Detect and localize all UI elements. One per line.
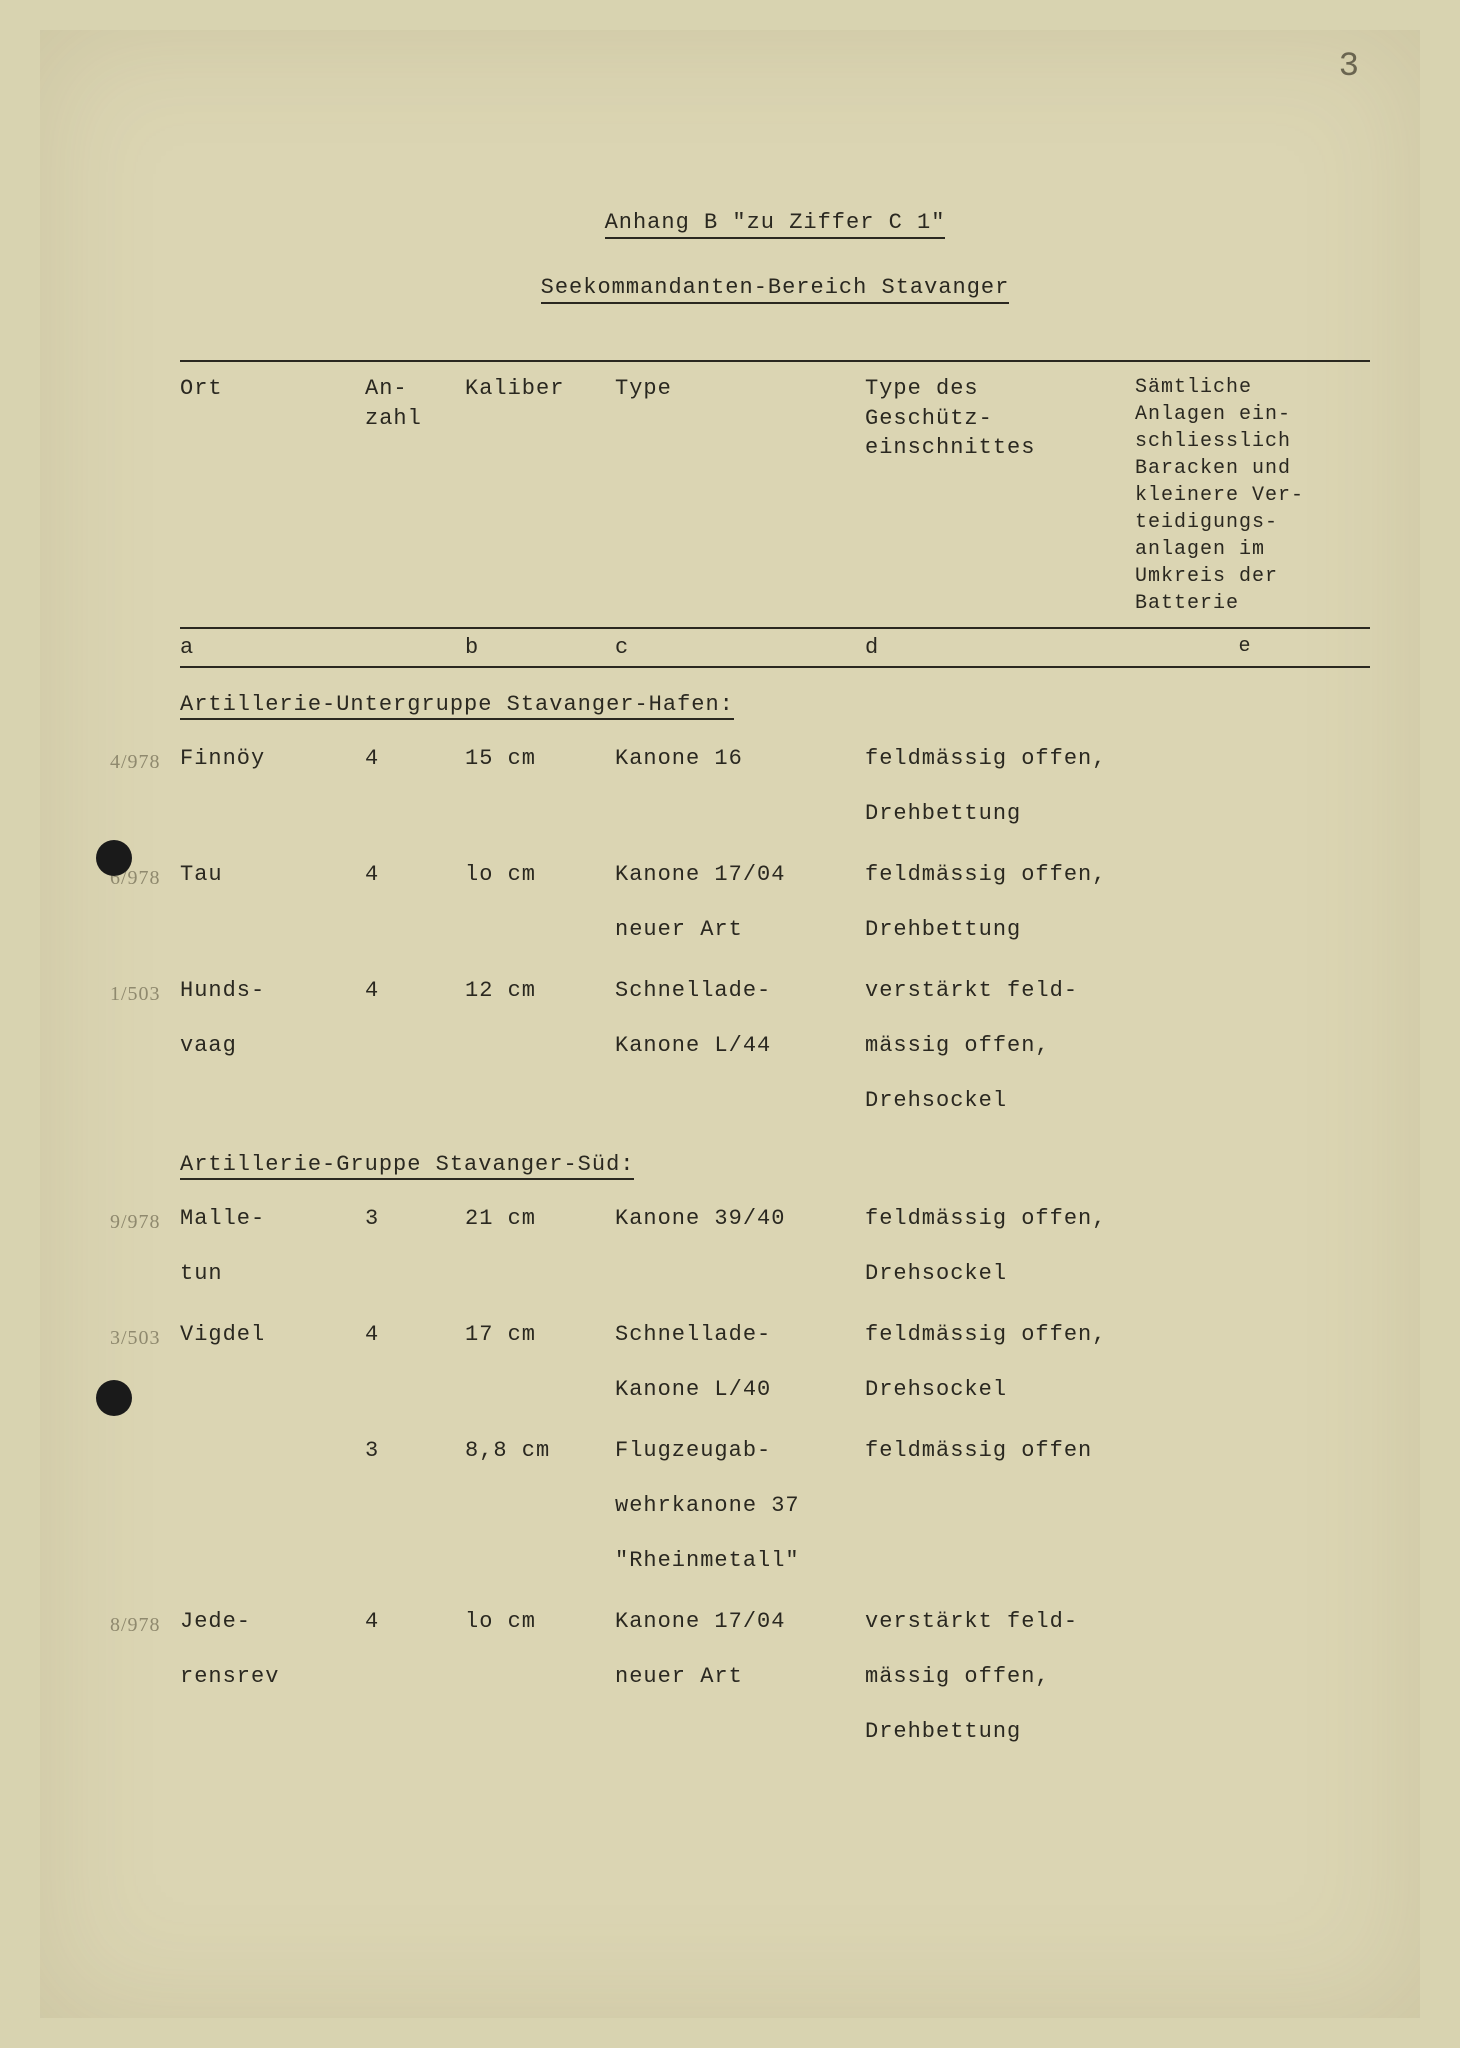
cell-anzahl: 4: [365, 1307, 465, 1362]
document-title: Anhang B "zu Ziffer C 1": [180, 210, 1370, 235]
document-page: 3 Anhang B "zu Ziffer C 1" Seekommandant…: [40, 30, 1420, 2018]
header-type-des: Type des Geschütz- einschnittes: [865, 374, 1135, 463]
margin-annotation: 9/978: [110, 1191, 180, 1247]
cell-kaliber: 12 cm: [465, 963, 615, 1018]
cell-kaliber: 8,8 cm: [465, 1423, 615, 1478]
col-letter-d: d: [865, 635, 1135, 660]
table-row: 1/503Hunds- vaag412 cmSchnellade- Kanone…: [110, 963, 1370, 1128]
cell-type: Kanone 16: [615, 731, 865, 786]
cell-anzahl: 4: [365, 731, 465, 786]
col-letter-a: a: [180, 635, 365, 660]
header-anlagen: Sämtliche Anlagen ein- schliesslich Bara…: [1135, 374, 1355, 617]
margin-annotation: 1/503: [110, 963, 180, 1019]
punch-hole-icon: [96, 840, 132, 876]
header-rule-block: Ort An- zahl Kaliber Type Type des Gesch…: [180, 360, 1370, 668]
header-type: Type: [615, 374, 865, 404]
table-header-row: Ort An- zahl Kaliber Type Type des Gesch…: [180, 374, 1370, 617]
rule-line: [180, 666, 1370, 668]
page-number: 3: [1339, 48, 1360, 86]
cell-anzahl: 3: [365, 1191, 465, 1246]
cell-ort: Tau: [180, 847, 365, 902]
cell-ort: Vigdel: [180, 1307, 365, 1362]
cell-einschnitt: feldmässig offen, Drehsockel: [865, 1307, 1135, 1417]
margin-annotation: 3/503: [110, 1307, 180, 1363]
table-row: 9/978Malle- tun321 cmKanone 39/40feldmäs…: [110, 1191, 1370, 1301]
cell-anzahl: 4: [365, 963, 465, 1018]
cell-anzahl: 3: [365, 1423, 465, 1478]
cell-einschnitt: feldmässig offen, Drehsockel: [865, 1191, 1135, 1301]
cell-type: Schnellade- Kanone L/44: [615, 963, 865, 1073]
cell-anzahl: 4: [365, 847, 465, 902]
cell-ort: Hunds- vaag: [180, 963, 365, 1073]
cell-type: Kanone 39/40: [615, 1191, 865, 1246]
subtitle-text: Seekommandanten-Bereich Stavanger: [541, 275, 1010, 304]
table-row: 38,8 cmFlugzeugab- wehrkanone 37 "Rheinm…: [110, 1423, 1370, 1588]
cell-ort: Finnöy: [180, 731, 365, 786]
section-heading-text: Artillerie-Untergruppe Stavanger-Hafen:: [180, 692, 734, 720]
table-row: 6/978Tau4lo cmKanone 17/04 neuer Artfeld…: [110, 847, 1370, 957]
cell-kaliber: 17 cm: [465, 1307, 615, 1362]
col-letter-spacer: [365, 635, 465, 660]
cell-einschnitt: verstärkt feld- mässig offen, Drehbettun…: [865, 1594, 1135, 1759]
section-heading: Artillerie-Gruppe Stavanger-Süd:: [180, 1152, 1370, 1177]
cell-kaliber: 21 cm: [465, 1191, 615, 1246]
col-letter-b: b: [465, 635, 615, 660]
cell-type: Kanone 17/04 neuer Art: [615, 1594, 865, 1704]
column-letter-row: a b c d e: [180, 635, 1370, 660]
margin-annotation: 4/978: [110, 731, 180, 787]
cell-kaliber: lo cm: [465, 1594, 615, 1649]
cell-einschnitt: verstärkt feld- mässig offen, Drehsockel: [865, 963, 1135, 1128]
table-body: Artillerie-Untergruppe Stavanger-Hafen: 4…: [180, 692, 1370, 1759]
col-letter-c: c: [615, 635, 865, 660]
cell-ort: Malle- tun: [180, 1191, 365, 1301]
cell-einschnitt: feldmässig offen, Drehbettung: [865, 731, 1135, 841]
header-kaliber: Kaliber: [465, 374, 615, 404]
cell-anzahl: 4: [365, 1594, 465, 1649]
table-row: 4/978Finnöy415 cmKanone 16feldmässig off…: [110, 731, 1370, 841]
col-letter-e: e: [1135, 635, 1355, 660]
section-heading-text: Artillerie-Gruppe Stavanger-Süd:: [180, 1152, 634, 1180]
cell-einschnitt: feldmässig offen, Drehbettung: [865, 847, 1135, 957]
margin-annotation: 8/978: [110, 1594, 180, 1650]
header-ort: Ort: [180, 374, 365, 404]
table-row: 3/503Vigdel417 cmSchnellade- Kanone L/40…: [110, 1307, 1370, 1417]
rule-line: [180, 627, 1370, 629]
header-anzahl: An- zahl: [365, 374, 465, 433]
section-heading: Artillerie-Untergruppe Stavanger-Hafen:: [180, 692, 1370, 717]
margin-annotation: [110, 1423, 180, 1429]
title-text: Anhang B "zu Ziffer C 1": [605, 210, 946, 239]
document-subtitle: Seekommandanten-Bereich Stavanger: [180, 275, 1370, 300]
rule-line: [180, 360, 1370, 362]
punch-hole-icon: [96, 1380, 132, 1416]
cell-kaliber: 15 cm: [465, 731, 615, 786]
cell-ort: Jede- rensrev: [180, 1594, 365, 1704]
table-row: 8/978Jede- rensrev4lo cmKanone 17/04 neu…: [110, 1594, 1370, 1759]
cell-kaliber: lo cm: [465, 847, 615, 902]
cell-type: Kanone 17/04 neuer Art: [615, 847, 865, 957]
cell-einschnitt: feldmässig offen: [865, 1423, 1135, 1478]
cell-type: Schnellade- Kanone L/40: [615, 1307, 865, 1417]
cell-type: Flugzeugab- wehrkanone 37 "Rheinmetall": [615, 1423, 865, 1588]
